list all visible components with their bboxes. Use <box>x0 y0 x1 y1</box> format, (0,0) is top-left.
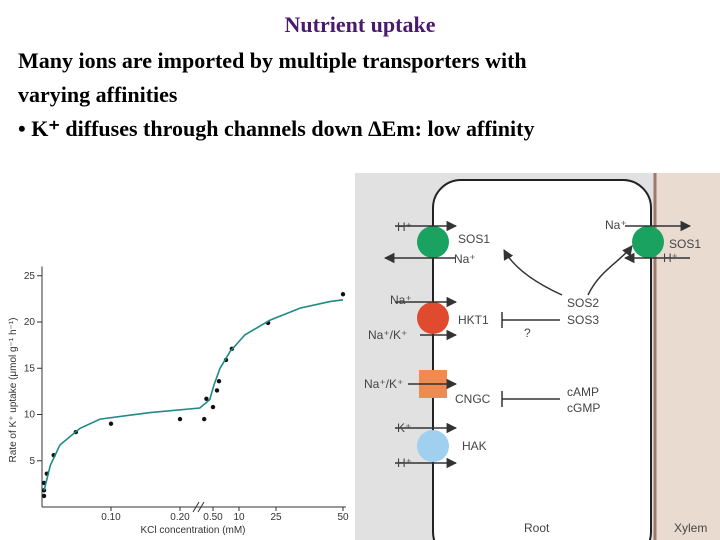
label: ? <box>524 326 531 340</box>
diagram: H⁺ Na⁺ SOS1 Na⁺ HKT1 Na⁺/K⁺ Na⁺/K⁺ CNGC … <box>355 173 720 540</box>
chart: Rate of K⁺ uptake (μmol g⁻¹ h⁻¹) KCl con… <box>8 266 349 536</box>
x-tick-label: 0.20 <box>170 512 190 523</box>
y-tick-label: 20 <box>24 317 36 328</box>
point <box>210 404 216 410</box>
point <box>177 416 183 422</box>
label: cAMP <box>567 385 599 399</box>
point <box>202 416 207 422</box>
label: Na⁺/K⁺ <box>364 377 403 391</box>
label: SOS3 <box>567 313 599 327</box>
x-tick-label: 0.50 <box>203 512 223 523</box>
hak <box>417 430 449 462</box>
label: Na⁺ <box>454 252 476 266</box>
sos1 <box>417 226 449 258</box>
label: Na⁺/K⁺ <box>368 328 407 342</box>
sos1-xylem <box>632 226 664 258</box>
x-tick-label: 0.10 <box>101 512 121 523</box>
x-tick-label: 10 <box>233 512 245 523</box>
point <box>41 493 47 499</box>
arrow <box>587 245 633 296</box>
point <box>340 292 346 297</box>
label: Na⁺ <box>605 218 627 232</box>
inhibit <box>501 391 560 407</box>
label: H⁺ <box>397 220 412 234</box>
label: Root <box>524 521 550 535</box>
label: H⁺ <box>663 251 678 265</box>
title: Nutrient uptake <box>285 12 436 37</box>
x-tick-label: 50 <box>337 512 349 523</box>
label: SOS2 <box>567 296 599 310</box>
label: H⁺ <box>397 456 412 470</box>
label: CNGC <box>455 392 491 406</box>
label: Xylem <box>674 521 707 535</box>
y-tick-label: 5 <box>29 456 35 467</box>
x-tick-label: 25 <box>270 512 282 523</box>
text-line: • K⁺ diffuses through channels down ∆Em:… <box>18 116 534 141</box>
x-axis-label: KCl concentration (mM) <box>140 525 245 536</box>
label: HKT1 <box>458 313 489 327</box>
inhibit <box>501 312 560 328</box>
y-tick-label: 10 <box>24 410 36 421</box>
hkt1 <box>417 302 449 334</box>
arrow <box>503 249 563 296</box>
label: Na⁺ <box>390 293 412 307</box>
y-axis-label: Rate of K⁺ uptake (μmol g⁻¹ h⁻¹) <box>8 318 19 463</box>
xylem-bg <box>655 173 720 540</box>
text-line: varying affinities <box>18 82 178 107</box>
label: cGMP <box>567 401 600 415</box>
label: HAK <box>462 439 487 453</box>
fit-line <box>43 299 344 491</box>
label: K⁺ <box>397 421 411 435</box>
y-tick-label: 25 <box>24 271 36 282</box>
y-tick-label: 15 <box>24 363 36 374</box>
point <box>216 379 222 384</box>
label: SOS1 <box>669 237 701 251</box>
point <box>204 396 209 401</box>
text-line: Many ions are imported by multiple trans… <box>18 48 527 73</box>
point <box>108 421 114 426</box>
label: SOS1 <box>458 232 490 246</box>
point <box>214 388 220 393</box>
